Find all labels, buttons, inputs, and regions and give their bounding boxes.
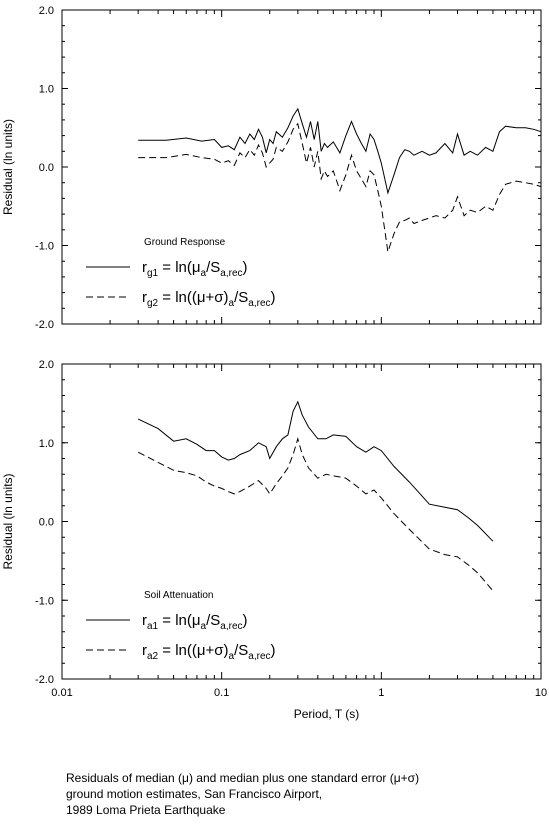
legend-subscript: a,rec xyxy=(220,621,242,632)
x-tick-label: 10 xyxy=(535,687,547,699)
legend-text: r xyxy=(142,259,147,276)
y-tick-label: 0.0 xyxy=(39,162,54,174)
x-tick-label: 0.1 xyxy=(214,687,229,699)
legend-subscript: a,rec xyxy=(220,268,242,279)
legend-subscript: a1 xyxy=(147,621,159,632)
legend-text: = ln(μ xyxy=(158,259,200,276)
legend-text: ) xyxy=(271,289,276,306)
legend-text: /S xyxy=(234,289,248,306)
legend-subscript: g2 xyxy=(147,298,159,309)
caption-line: ground motion estimates, San Francisco A… xyxy=(66,787,323,801)
legend-subscript: a,rec xyxy=(248,651,270,662)
legend-text: r xyxy=(142,642,147,659)
ground-response-panel: 2.0 1.0 0.0 -1.0 -2.0 Residual (ln units) Grou… xyxy=(1,5,542,331)
y-tick-label: 0.0 xyxy=(39,517,54,529)
y-tick-label: -1.0 xyxy=(35,595,54,607)
figure: 2.0 1.0 0.0 -1.0 -2.0 Residual (ln units) Grou… xyxy=(1,5,547,721)
y-tick-label: -2.0 xyxy=(35,674,54,686)
y-tick-label: -1.0 xyxy=(35,241,54,253)
y-axis-title: Residual (ln units) xyxy=(1,119,15,215)
y-tick-label: 1.0 xyxy=(39,438,54,450)
legend-subscript: g1 xyxy=(147,268,159,279)
legend-title: Soil Attenuation xyxy=(144,590,214,601)
solid-series-line xyxy=(138,107,542,195)
legend-title: Ground Response xyxy=(144,237,226,248)
y-tick-label: 2.0 xyxy=(39,5,54,17)
legend-subscript: a xyxy=(201,268,207,279)
legend-text: = ln(μ xyxy=(158,612,200,629)
legend-subscript: a,rec xyxy=(248,298,270,309)
legend-subscript: a xyxy=(229,651,235,662)
legend-entry-label: ra2​ = ln((μ+σ)a​/Sa,rec​) xyxy=(142,642,276,662)
plot-frame xyxy=(61,9,542,325)
legend-text: = ln((μ+σ) xyxy=(158,642,228,659)
legend-text: ) xyxy=(243,259,248,276)
solid-series-line xyxy=(137,400,494,542)
legend-subscript: a2 xyxy=(147,651,159,662)
caption-line: Residuals of median (μ) and median plus … xyxy=(66,771,420,785)
caption-line: 1989 Loma Prieta Earthquake xyxy=(66,803,226,817)
y-axis-title: Residual (ln units) xyxy=(1,473,15,569)
y-tick-label: 2.0 xyxy=(39,359,54,371)
legend-subscript: a xyxy=(229,298,235,309)
legend-text: r xyxy=(142,612,147,629)
dashed-series-line xyxy=(137,437,494,592)
legend-entry-label: rg1​ = ln(μa​/Sa,rec​) xyxy=(142,259,248,279)
x-tick-label: 0.01 xyxy=(51,687,72,699)
legend-subscript: a xyxy=(201,621,207,632)
legend-text: r xyxy=(142,289,147,306)
legend-text: = ln((μ+σ) xyxy=(158,289,228,306)
soil-attenuation-panel: 2.0 1.0 0.0 -1.0 -2.00.01 0.1 1 10 Residual (ln … xyxy=(1,359,547,721)
legend-text: ) xyxy=(243,612,248,629)
y-tick-label: 1.0 xyxy=(39,84,54,96)
legend-text: ) xyxy=(271,642,276,659)
x-axis-title: Period, T (s) xyxy=(294,707,360,721)
legend-text: /S xyxy=(206,259,220,276)
legend-text: /S xyxy=(206,612,220,629)
x-tick-label: 1 xyxy=(378,687,384,699)
dashed-series-line xyxy=(138,122,542,252)
figure-caption: Residuals of median (μ) and median plus … xyxy=(66,770,536,818)
legend-text: /S xyxy=(234,642,248,659)
legend-entry-label: ra1​ = ln(μa​/Sa,rec​) xyxy=(142,612,248,632)
y-tick-label: -2.0 xyxy=(35,319,54,331)
legend-entry-label: rg2​ = ln((μ+σ)a​/Sa,rec​) xyxy=(142,289,276,309)
